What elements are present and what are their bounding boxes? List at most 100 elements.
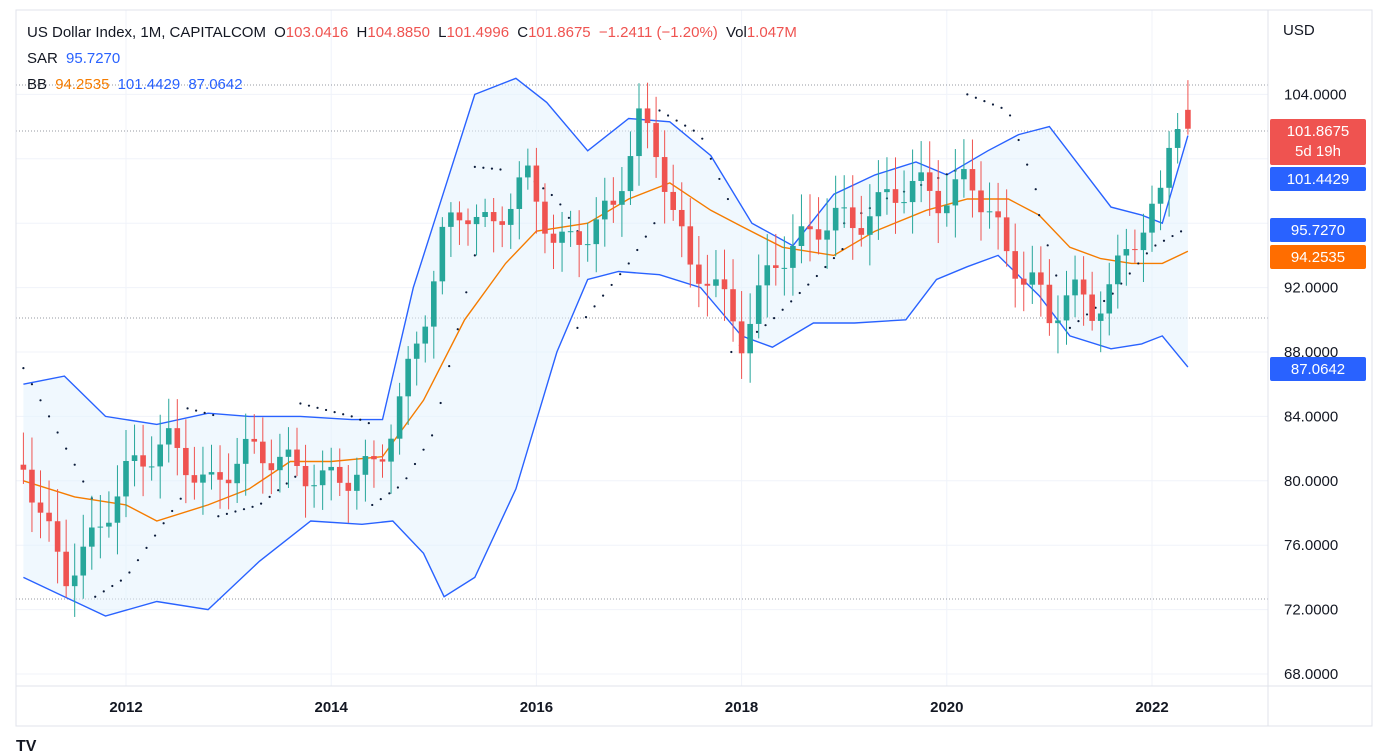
candle-body <box>892 189 899 203</box>
candle-down <box>858 195 865 247</box>
sar-dot <box>1111 292 1114 295</box>
candle-down <box>550 214 557 270</box>
sar-dot <box>610 283 613 287</box>
candle-body <box>54 521 61 552</box>
sar-dot <box>111 584 114 588</box>
candle-up <box>755 254 762 339</box>
candle-up <box>884 157 890 215</box>
candle-up <box>311 464 317 508</box>
bb-upper-price-label-bg <box>1270 167 1366 191</box>
y-tick-label: 104.0000 <box>1284 86 1347 103</box>
candle-body <box>610 200 617 205</box>
candle-body <box>815 229 822 240</box>
sar-dot <box>1017 138 1020 142</box>
candle-body <box>217 472 223 480</box>
candle-body <box>721 279 728 290</box>
sar-dot <box>153 534 157 537</box>
high-value: 104.8850 <box>367 24 430 41</box>
candle-up <box>986 182 993 229</box>
tradingview-logo: TV <box>16 738 37 755</box>
candle-body <box>832 207 839 231</box>
candle-body <box>1038 272 1044 285</box>
candle-down <box>1089 271 1095 331</box>
candle-up <box>106 491 112 538</box>
candle-body <box>422 326 429 344</box>
sar-dot <box>299 402 302 405</box>
candle-body <box>969 169 976 191</box>
candle-up <box>918 141 924 203</box>
candle-up <box>1097 291 1104 353</box>
candle-down <box>499 206 505 248</box>
candle-body <box>123 460 129 497</box>
sar-dot <box>171 509 174 513</box>
candle-body <box>294 449 300 466</box>
candle-body <box>755 285 762 324</box>
candle-up <box>388 424 394 494</box>
candle-down <box>644 82 651 149</box>
candle-body <box>80 546 87 576</box>
sar-label: SAR <box>27 50 58 67</box>
candle-body <box>97 526 104 528</box>
candle-up <box>901 170 907 214</box>
candle-body <box>807 226 813 230</box>
sar-dot <box>692 129 695 132</box>
x-tick-label: 2020 <box>930 699 963 716</box>
candle-up <box>593 197 600 273</box>
sar-dot <box>212 413 215 417</box>
candle-body <box>747 323 753 354</box>
candle-down <box>653 96 659 178</box>
candle-body <box>354 474 360 491</box>
candle-down <box>140 424 146 497</box>
candle-body <box>234 463 240 484</box>
sar-dot <box>966 93 969 96</box>
candle-up <box>80 514 87 599</box>
open-label: O <box>274 24 286 41</box>
sar-dot <box>798 291 801 295</box>
sar-dot <box>203 411 206 414</box>
candle-up <box>507 193 514 249</box>
low-value: 101.4996 <box>446 24 510 41</box>
candle-body <box>944 205 950 214</box>
sar-dot <box>755 330 759 333</box>
candle-down <box>738 291 745 379</box>
candle-down <box>217 445 223 509</box>
sar-dot <box>824 265 827 269</box>
candle-down <box>687 198 694 288</box>
sar-dot <box>644 235 647 238</box>
sar-dot <box>781 308 784 311</box>
candle-down <box>260 417 266 494</box>
candle-up <box>1106 262 1113 336</box>
legend-bb[interactable]: BB 94.2535 101.4429 87.0642 <box>27 76 247 93</box>
candle-down <box>678 182 685 258</box>
candle-body <box>918 172 924 181</box>
candle-body <box>858 228 865 235</box>
candle-up <box>89 495 95 570</box>
candle-down <box>892 157 899 234</box>
candle-up <box>961 139 967 198</box>
sar-dot <box>550 193 553 197</box>
bb-upper-value: 101.4429 <box>117 76 181 93</box>
candle-body <box>764 265 771 286</box>
sar-dot <box>1171 234 1174 238</box>
candle-down <box>251 414 258 454</box>
candle-up <box>1166 131 1172 217</box>
candle-body <box>516 177 523 209</box>
candle-up <box>1055 295 1061 354</box>
legend-sar[interactable]: SAR 95.7270 <box>27 50 124 67</box>
candle-body <box>961 169 967 180</box>
candle-down <box>935 160 942 244</box>
candle-body <box>525 165 531 178</box>
candle-down <box>336 448 343 497</box>
candle-body <box>165 428 172 445</box>
candle-body <box>89 527 95 547</box>
sar-dot <box>619 273 622 276</box>
currency-label[interactable]: USD <box>1283 22 1315 39</box>
candle-body <box>260 441 266 464</box>
sar-value: 95.7270 <box>66 50 121 67</box>
y-tick-label: 92.0000 <box>1284 280 1338 297</box>
candle-down <box>696 236 702 308</box>
sar-dot <box>658 109 661 112</box>
candle-body <box>208 472 215 475</box>
